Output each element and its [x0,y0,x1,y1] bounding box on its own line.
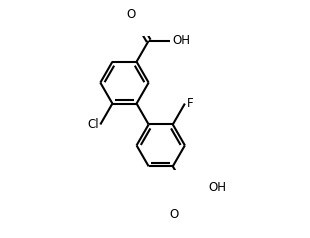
Text: OH: OH [209,181,227,194]
Text: Cl: Cl [87,118,99,131]
Text: F: F [187,97,193,110]
Text: O: O [126,8,136,21]
Text: O: O [169,208,179,221]
Text: OH: OH [172,34,190,47]
